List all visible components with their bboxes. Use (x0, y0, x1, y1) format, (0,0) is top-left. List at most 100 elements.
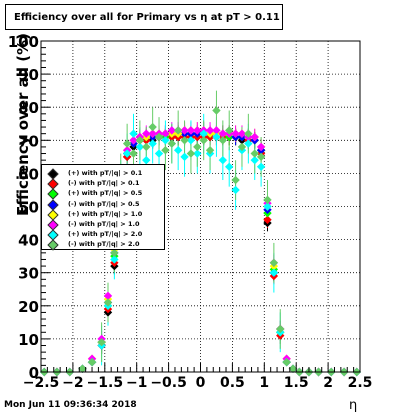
data-point (97, 338, 106, 347)
data-point (250, 132, 259, 142)
data-point (237, 129, 247, 138)
data-point (142, 129, 151, 138)
data-point (193, 126, 202, 135)
data-point (148, 129, 157, 138)
data-point (256, 152, 266, 162)
data-point (180, 126, 189, 135)
data-point (269, 268, 279, 277)
legend-entry: (-) with pT/|q| > 2.0 (42, 239, 164, 252)
data-point (244, 139, 253, 148)
data-point (218, 155, 228, 165)
legend-entry: (-) with pT/|q| > 0.1 (42, 178, 164, 190)
data-point (129, 136, 138, 145)
data-point (237, 142, 247, 152)
data-point (263, 202, 272, 211)
data-point (212, 126, 221, 135)
data-point (180, 152, 189, 162)
legend-entry: (+) with pT/|q| > 1.0 (42, 209, 164, 221)
y-tick-label: 70 (18, 132, 39, 150)
data-point (135, 136, 145, 145)
y-axis-label: Efficiency over all (%) (14, 33, 32, 216)
data-point (186, 149, 196, 158)
data-point (186, 136, 196, 145)
chart-title: Efficiency over all for Primary vs η at … (5, 4, 283, 30)
data-point (78, 364, 87, 373)
x-tick-label: 0.5 (220, 375, 245, 391)
x-tick-label: 2.5 (348, 375, 373, 391)
data-point (231, 185, 240, 195)
data-point (154, 132, 164, 142)
y-tick-label: 80 (18, 99, 39, 117)
legend-marker (47, 239, 59, 252)
y-tick-label: 40 (18, 232, 39, 250)
data-point (142, 142, 151, 152)
x-axis-label: η (349, 398, 358, 413)
y-tick-label: 30 (18, 265, 39, 283)
legend-label: (-) with pT/|q| > 0.5 (68, 199, 140, 208)
data-point (218, 129, 228, 138)
data-point (199, 136, 208, 145)
data-point (148, 139, 157, 148)
x-tick-label: 0 (196, 375, 206, 391)
legend-label: (-) with pT/|q| > 1.0 (68, 220, 140, 228)
data-point (142, 155, 151, 165)
legend-label: (+) with pT/|q| > 1.0 (68, 209, 143, 218)
data-point (250, 155, 259, 165)
data-point (154, 149, 164, 158)
x-tick-label: −0.5 (150, 375, 187, 391)
x-tick-label: 1 (259, 375, 269, 391)
data-point (256, 162, 266, 171)
data-point (263, 195, 272, 205)
x-tick-label: −1 (126, 375, 147, 391)
data-point (110, 255, 119, 264)
data-point (269, 258, 279, 267)
data-point (256, 142, 266, 152)
data-point (103, 291, 113, 301)
y-tick-label: 60 (18, 165, 39, 183)
data-point (288, 364, 298, 373)
data-point (110, 248, 119, 258)
x-tick-label: 1.5 (284, 375, 309, 391)
legend-entry: (+) with pT/|q| > 2.0 (42, 229, 164, 241)
x-tick-label: −2 (62, 375, 83, 391)
legend-entry: (+) with pT/|q| > 0.5 (42, 188, 164, 201)
data-point (180, 136, 189, 145)
data-point (87, 357, 97, 367)
timestamp-footer: Mon Jun 11 09:36:34 2018 (4, 400, 137, 410)
data-point (122, 149, 132, 158)
data-point (244, 129, 253, 138)
y-tick-labels: 0 10 20 30 40 50 60 70 80 90 100 (8, 33, 39, 382)
data-point (225, 126, 234, 135)
legend-entry: (-) with pT/|q| > 0.5 (42, 198, 164, 211)
data-point (186, 126, 196, 135)
legend-label: (-) with pT/|q| > 0.1 (68, 179, 140, 188)
x-tick-label: −1.5 (87, 375, 124, 391)
axis-ticks (40, 40, 361, 373)
data-point (122, 139, 132, 148)
x-tick-label: −2.5 (23, 375, 60, 391)
legend-label: (+) with pT/|q| > 0.5 (68, 189, 143, 198)
data-point (167, 126, 176, 135)
data-point (193, 142, 202, 152)
y-tick-label: 50 (18, 199, 39, 217)
data-point (129, 149, 138, 158)
legend-label: (+) with pT/|q| > 2.0 (68, 230, 143, 239)
data-point (231, 175, 240, 185)
data-point (231, 129, 240, 138)
data-point (161, 136, 170, 145)
x-tick-label: 2 (323, 375, 333, 391)
data-point (167, 139, 176, 148)
data-point (205, 126, 215, 135)
data-point (193, 149, 202, 158)
data-point (225, 162, 234, 171)
x-tick-labels: −2.5 −2 −1.5 −1 −0.5 0 0.5 1 1.5 2 2.5 (23, 375, 373, 391)
data-point (263, 215, 272, 224)
data-point (205, 146, 215, 155)
data-point (161, 129, 170, 138)
y-tick-label: 100 (8, 33, 39, 51)
legend-entry: (+) with pT/|q| > 0.1 (42, 168, 164, 180)
legend-label: (-) with pT/|q| > 2.0 (68, 240, 140, 249)
y-tick-label: 0 (29, 364, 39, 382)
data-point (135, 142, 145, 152)
data-point (218, 136, 228, 145)
